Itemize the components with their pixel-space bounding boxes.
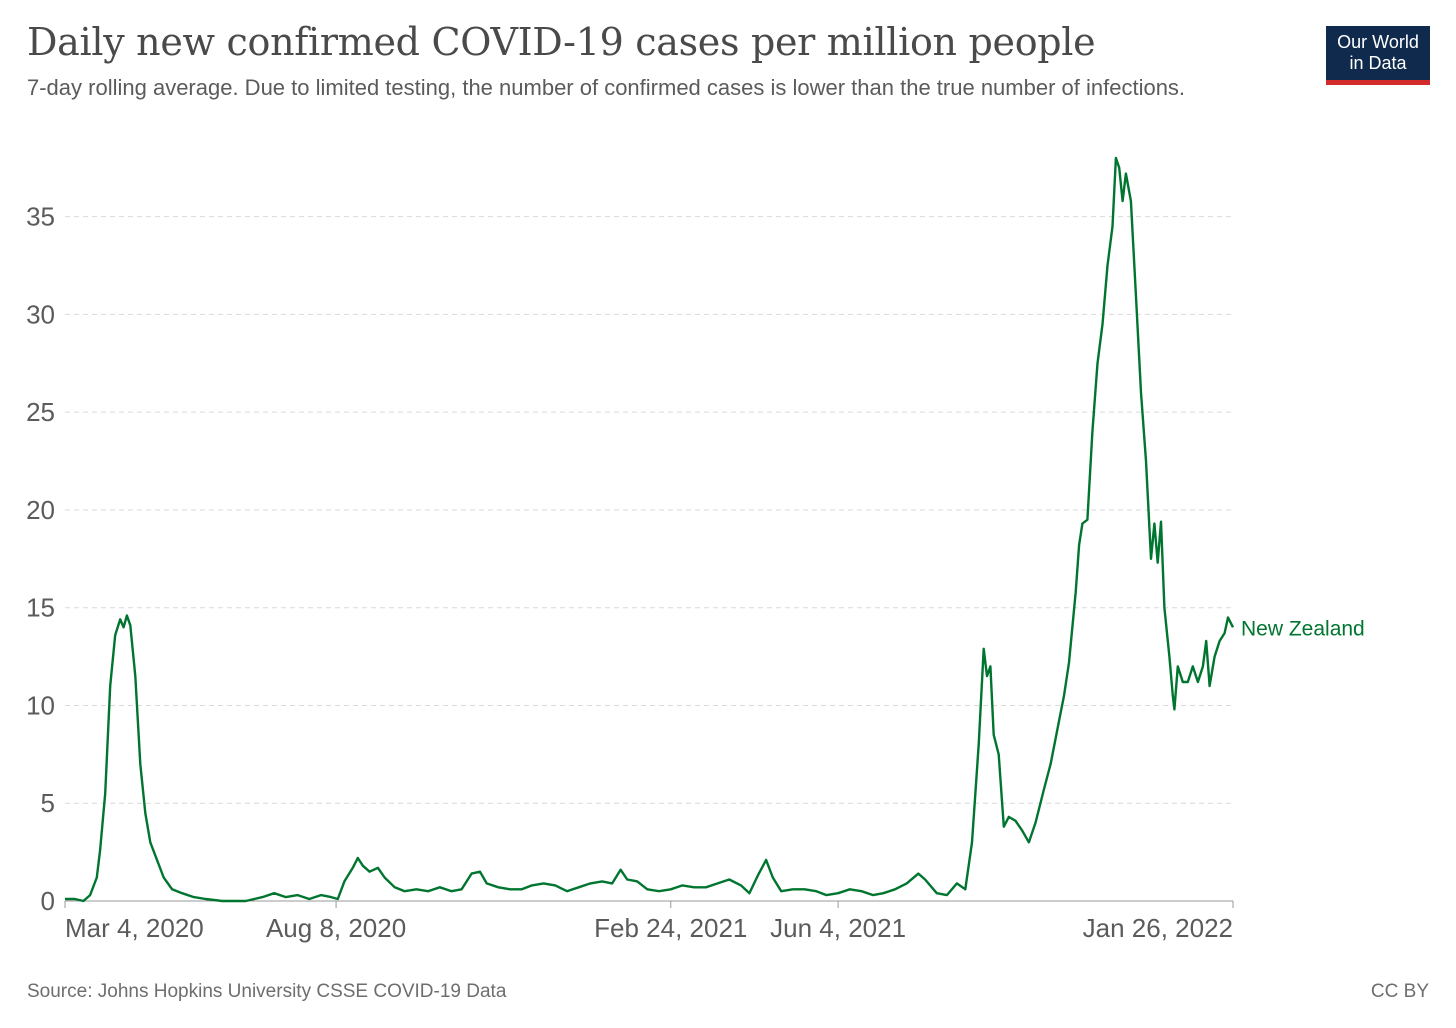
y-tick-label: 30 [26, 299, 55, 329]
chart-title: Daily new confirmed COVID-19 cases per m… [27, 20, 1096, 64]
logo-line-2: in Data [1349, 53, 1407, 73]
y-tick-label: 5 [41, 788, 55, 818]
source-note: Source: Johns Hopkins University CSSE CO… [27, 981, 507, 1002]
license-link[interactable]: CC BY [1370, 981, 1429, 1002]
y-axis: 0 5 10 15 20 25 30 35 [26, 202, 55, 916]
x-tick-label: Mar 4, 2020 [65, 913, 204, 943]
chart-subtitle: 7-day rolling average. Due to limited te… [27, 75, 1186, 100]
y-tick-label: 25 [26, 397, 55, 427]
y-tick-label: 20 [26, 495, 55, 525]
y-tick-label: 15 [26, 593, 55, 623]
series-label: New Zealand [1241, 617, 1365, 640]
line-chart: 0 5 10 15 20 25 30 35 Mar 4, 2020 Aug 8, 2020 Feb… [26, 156, 1365, 943]
x-axis: Mar 4, 2020 Aug 8, 2020 Feb 24, 2021 Jun 4,… [64, 900, 1234, 943]
y-tick-label: 10 [26, 690, 55, 720]
x-tick-label: Jan 26, 2022 [1083, 913, 1233, 943]
x-tick-label: Jun 4, 2021 [770, 913, 906, 943]
logo-line-1: Our World [1337, 32, 1419, 52]
series-group: New Zealand [65, 156, 1365, 903]
gridlines [65, 216, 1233, 804]
owid-logo[interactable]: Our World in Data [1326, 26, 1430, 85]
series-line-new-zealand [65, 156, 1235, 903]
x-tick-label: Aug 8, 2020 [266, 913, 406, 943]
y-tick-label: 35 [26, 202, 55, 232]
y-tick-label: 0 [41, 886, 55, 916]
x-tick-label: Feb 24, 2021 [594, 913, 747, 943]
